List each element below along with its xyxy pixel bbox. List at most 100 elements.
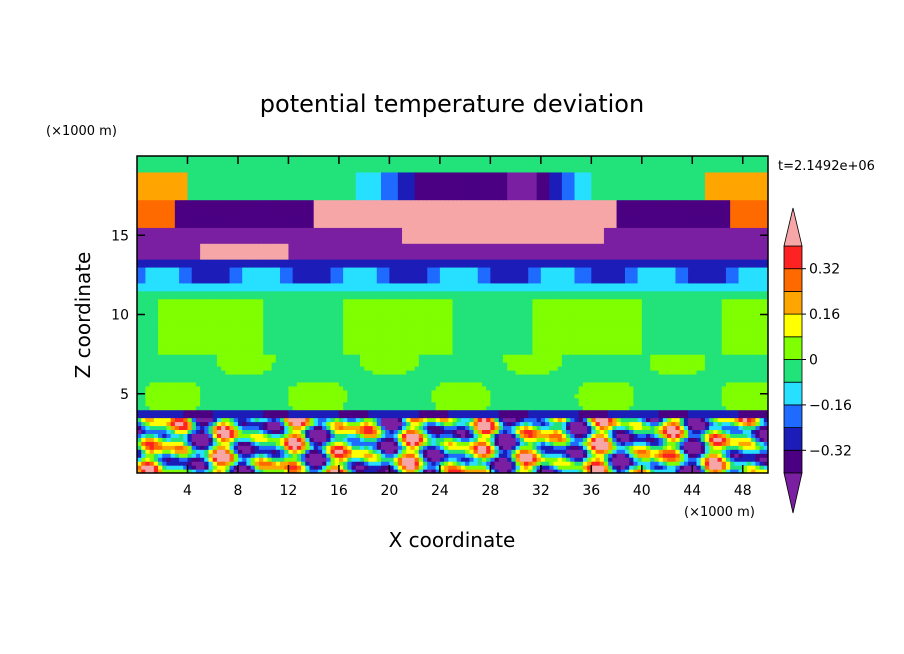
heatmap-cell xyxy=(280,373,285,379)
heatmap-cell xyxy=(692,409,698,415)
heatmap-cell xyxy=(343,401,348,407)
heatmap-cell xyxy=(582,377,588,383)
heatmap-cell xyxy=(393,409,399,415)
heatmap-cell xyxy=(141,465,147,470)
heatmap-cell xyxy=(582,354,588,359)
heatmap-cell xyxy=(137,373,142,379)
heatmap-cell xyxy=(713,358,719,363)
heatmap-cell xyxy=(250,397,256,403)
heatmap-cell xyxy=(326,377,332,383)
heatmap-cell xyxy=(359,469,365,473)
heatmap-cell xyxy=(237,425,243,431)
heatmap-cell xyxy=(162,350,168,355)
heatmap-cell xyxy=(709,461,714,466)
heatmap-cell xyxy=(216,465,222,470)
heatmap-cell xyxy=(646,421,651,427)
heatmap-cell xyxy=(524,369,529,375)
heatmap-cell xyxy=(288,437,294,442)
heatmap-cell xyxy=(448,413,454,419)
heatmap-cell xyxy=(561,461,567,466)
heatmap-cell xyxy=(376,366,382,371)
heatmap-cell xyxy=(263,373,269,379)
heatmap-cell xyxy=(616,354,622,359)
heatmap-cell xyxy=(359,358,365,363)
heatmap-cell xyxy=(629,457,634,462)
heatmap-cell xyxy=(662,417,668,423)
heatmap-cell xyxy=(242,469,247,473)
heatmap-cell xyxy=(296,449,302,454)
heatmap-cell xyxy=(683,465,689,470)
heatmap-cell xyxy=(679,389,685,395)
heatmap-cell xyxy=(347,366,353,371)
heatmap-cell xyxy=(515,377,521,383)
heatmap-cell xyxy=(557,449,563,454)
heatmap-cell xyxy=(258,453,264,458)
heatmap-cell xyxy=(254,389,260,395)
heatmap-cell xyxy=(397,389,403,395)
heatmap-cell xyxy=(414,469,420,473)
heatmap-cell xyxy=(671,346,677,351)
heatmap-cell xyxy=(603,441,609,446)
heatmap-cell xyxy=(494,445,500,450)
heatmap-cell xyxy=(692,441,698,446)
heatmap-cell xyxy=(721,425,727,431)
heatmap-cell xyxy=(452,417,458,423)
heatmap-cell xyxy=(582,385,588,391)
heatmap-cell xyxy=(402,433,407,438)
heatmap-cell xyxy=(658,441,664,446)
heatmap-cell xyxy=(355,405,361,411)
heatmap-cell xyxy=(351,437,357,442)
heatmap-cell xyxy=(452,389,458,395)
heatmap-cell xyxy=(679,405,685,411)
heatmap-cell xyxy=(322,350,327,355)
heatmap-cell xyxy=(570,373,576,379)
heatmap-cell xyxy=(334,405,340,411)
heatmap-cell xyxy=(473,425,479,431)
heatmap-cell xyxy=(431,437,437,442)
heatmap-cell xyxy=(532,366,538,371)
heatmap-cell xyxy=(380,437,386,442)
heatmap-cell xyxy=(347,469,353,473)
heatmap-cell xyxy=(603,425,609,431)
heatmap-cell xyxy=(364,433,369,438)
heatmap-cell xyxy=(221,445,226,450)
heatmap-cell xyxy=(296,401,302,407)
heatmap-cell xyxy=(460,354,466,359)
heatmap-cell xyxy=(456,461,462,466)
heatmap-cell xyxy=(322,425,327,431)
heatmap-cell xyxy=(566,389,571,395)
heatmap-cell xyxy=(288,449,294,454)
heatmap-cell xyxy=(402,362,407,367)
heatmap-cell xyxy=(578,425,584,431)
heatmap-cell xyxy=(200,465,205,470)
heatmap-cell xyxy=(393,465,399,470)
heatmap-cell xyxy=(603,393,609,399)
heatmap-cell xyxy=(540,397,546,403)
heatmap-cell xyxy=(372,373,378,379)
heatmap-cell xyxy=(423,397,428,403)
heatmap-cell xyxy=(515,429,521,434)
heatmap-cell xyxy=(275,385,281,391)
time-label: t=2.1492e+06 xyxy=(778,159,875,174)
heatmap-cell xyxy=(280,385,285,391)
heatmap-cell xyxy=(435,425,441,431)
heatmap-cell xyxy=(179,433,184,438)
heatmap-cell xyxy=(608,389,613,395)
heatmap-cell xyxy=(288,354,294,359)
heatmap-cell xyxy=(566,385,571,391)
heatmap-cell xyxy=(250,429,256,434)
heatmap-cell xyxy=(141,461,147,466)
heatmap-cell xyxy=(280,465,285,470)
heatmap-cell xyxy=(473,429,479,434)
heatmap-cell xyxy=(284,389,290,395)
heatmap-cell xyxy=(267,362,273,367)
heatmap-cell xyxy=(280,469,285,473)
heatmap-cell xyxy=(688,346,693,351)
heatmap-cell xyxy=(212,437,218,442)
heatmap-cell xyxy=(275,354,281,359)
heatmap-cell xyxy=(393,369,399,375)
heatmap-cell xyxy=(237,433,243,438)
heatmap-cell xyxy=(288,350,294,355)
heatmap-cell xyxy=(700,409,706,415)
heatmap-cell xyxy=(423,417,428,423)
